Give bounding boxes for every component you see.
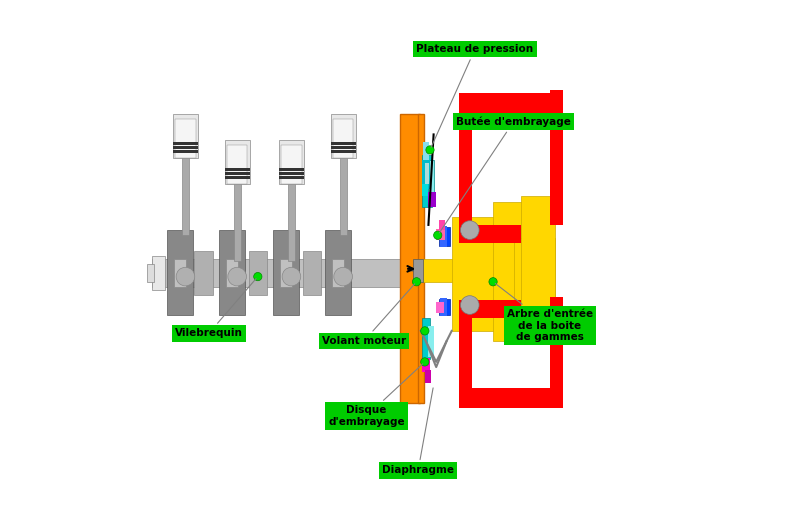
Bar xyxy=(225,172,250,175)
Bar xyxy=(438,220,445,230)
Bar xyxy=(459,93,553,114)
Bar xyxy=(152,256,165,290)
Bar xyxy=(225,168,250,171)
Bar xyxy=(438,299,450,315)
Bar xyxy=(225,140,250,184)
Bar xyxy=(429,160,434,202)
Bar xyxy=(274,230,299,315)
Circle shape xyxy=(334,267,353,286)
Bar xyxy=(422,358,430,372)
Bar xyxy=(459,315,472,388)
Bar xyxy=(440,298,447,316)
Bar xyxy=(219,230,245,315)
Circle shape xyxy=(489,278,497,286)
Circle shape xyxy=(461,221,479,239)
Bar xyxy=(332,258,344,287)
Bar xyxy=(459,300,522,318)
Bar xyxy=(234,178,241,261)
Bar xyxy=(436,302,445,313)
Bar xyxy=(400,194,421,349)
Circle shape xyxy=(421,327,429,335)
Bar xyxy=(173,150,198,153)
Text: Disque
d'embrayage: Disque d'embrayage xyxy=(328,364,422,427)
Bar xyxy=(173,146,198,149)
Bar xyxy=(173,114,198,158)
Bar xyxy=(339,153,346,235)
Bar xyxy=(146,264,154,282)
Circle shape xyxy=(413,278,421,286)
Bar xyxy=(418,258,532,282)
Circle shape xyxy=(176,267,194,286)
Bar xyxy=(459,111,472,225)
Bar xyxy=(522,196,555,336)
Bar xyxy=(225,176,250,179)
Bar xyxy=(279,172,304,175)
Bar xyxy=(452,217,514,331)
Bar xyxy=(226,258,238,287)
Bar xyxy=(459,225,522,243)
Circle shape xyxy=(421,358,429,366)
Circle shape xyxy=(426,146,434,154)
Circle shape xyxy=(461,296,479,314)
Bar xyxy=(325,230,351,315)
Circle shape xyxy=(228,267,246,286)
Bar xyxy=(330,146,355,149)
Bar xyxy=(440,226,447,247)
Text: Plateau de pression: Plateau de pression xyxy=(417,44,534,147)
Bar xyxy=(330,150,355,153)
Bar xyxy=(167,230,194,315)
Circle shape xyxy=(434,231,442,239)
Bar xyxy=(400,114,420,403)
Circle shape xyxy=(282,267,301,286)
Bar xyxy=(429,192,436,207)
Bar xyxy=(422,318,430,359)
Bar xyxy=(550,297,563,408)
Bar xyxy=(438,227,450,246)
Bar xyxy=(174,258,186,287)
Text: Volant moteur: Volant moteur xyxy=(322,284,414,346)
Bar xyxy=(436,229,446,240)
Text: Butée d'embrayage: Butée d'embrayage xyxy=(439,116,571,233)
Bar xyxy=(175,119,196,158)
Bar xyxy=(279,176,304,179)
Bar xyxy=(425,163,429,184)
Bar xyxy=(418,114,424,403)
Bar xyxy=(281,145,302,184)
Bar xyxy=(422,184,429,196)
Bar xyxy=(459,388,553,408)
Bar xyxy=(288,178,295,261)
Bar xyxy=(423,142,430,160)
Bar xyxy=(550,90,563,225)
Bar xyxy=(413,258,423,282)
Bar xyxy=(333,119,354,158)
Bar xyxy=(303,251,322,295)
Text: Arbre d'entrée
de la boite
de gammes: Arbre d'entrée de la boite de gammes xyxy=(495,283,593,342)
Bar xyxy=(429,326,434,357)
Bar xyxy=(279,140,304,184)
Bar xyxy=(279,168,304,171)
Bar xyxy=(425,370,431,383)
Bar xyxy=(280,258,293,287)
Text: Diaphragme: Diaphragme xyxy=(382,388,454,476)
Bar xyxy=(173,142,198,145)
Circle shape xyxy=(254,272,262,281)
Text: Vilebrequin: Vilebrequin xyxy=(174,279,256,339)
Bar xyxy=(227,145,247,184)
Bar xyxy=(493,202,534,341)
Bar xyxy=(330,114,355,158)
Bar xyxy=(422,155,431,207)
Bar xyxy=(194,251,213,295)
Bar xyxy=(514,238,555,305)
Bar xyxy=(330,142,355,145)
Bar xyxy=(152,258,410,287)
Bar xyxy=(182,153,189,235)
Bar xyxy=(422,160,430,189)
Bar xyxy=(249,251,267,295)
